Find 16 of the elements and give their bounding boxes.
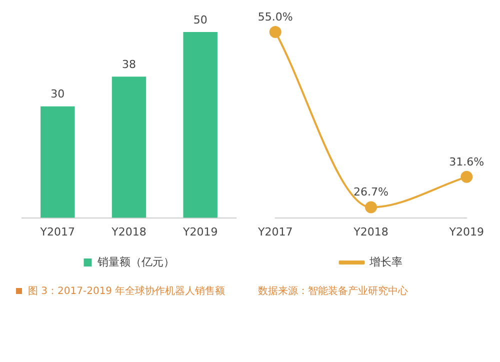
legend-label: 销量额（亿元） [96,255,174,268]
x-tick-label: Y2018 [110,225,146,238]
caption: 图 3：2017-2019 年全球协作机器人销售额 [28,284,226,298]
data-label: 50 [193,13,208,26]
data-label: 31.6% [449,155,484,168]
source-note: 数据来源：智能装备产业研究中心 [258,284,408,298]
x-tick-label: Y2019 [182,225,218,238]
x-tick-label: Y2019 [448,225,484,238]
data-label: 55.0% [258,10,293,24]
data-label: 38 [122,58,136,71]
data-label: 26.7% [354,186,388,199]
data-label: 30 [50,88,65,101]
x-tick-label: Y2018 [352,225,388,238]
x-tick-label: Y2017 [39,225,76,238]
x-tick-label: Y2017 [256,225,293,238]
legend-label: 增长率 [368,255,402,268]
